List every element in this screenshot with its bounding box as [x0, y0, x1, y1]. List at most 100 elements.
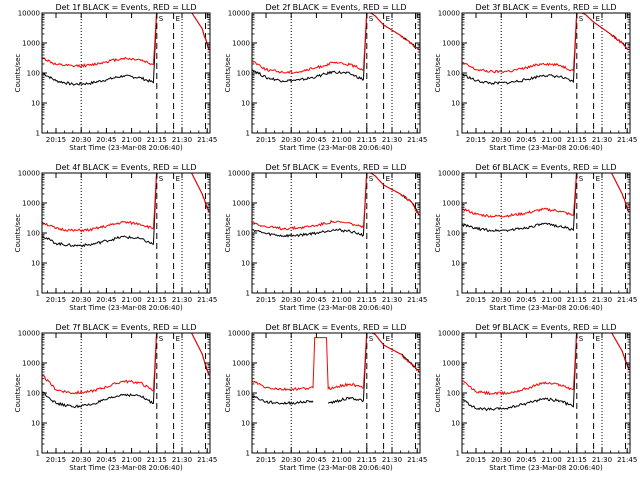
x-tick-label: 20:30: [71, 456, 91, 464]
lld-series-line: [252, 333, 420, 392]
x-tick-label: 21:45: [617, 456, 637, 464]
lld-series-line: [252, 173, 420, 231]
x-tick-label: 20:30: [491, 136, 511, 144]
x-tick-label: 21:00: [332, 296, 352, 304]
marker-label-e: E: [386, 175, 390, 183]
x-tick-label: 21:45: [407, 456, 427, 464]
y-tick-label: 1: [246, 450, 250, 458]
chart-title: Det 5f BLACK = Events, RED = LLD: [265, 163, 406, 172]
y-tick-label: 100: [237, 230, 250, 238]
plot-frame: [461, 12, 631, 134]
y-axis-label: Counts/sec: [224, 374, 232, 413]
events-series-line: [462, 13, 630, 86]
y-tick-label: 1: [246, 130, 250, 138]
plot-area: [462, 173, 630, 293]
events-series-line: [462, 173, 630, 233]
y-tick-label: 100: [447, 70, 460, 78]
y-tick-label: 100: [447, 230, 460, 238]
chart-title: Det 4f BLACK = Events, RED = LLD: [55, 163, 196, 172]
plot-area: [252, 333, 420, 453]
x-tick-label: 21:15: [567, 296, 587, 304]
x-tick-label: 21:15: [567, 456, 587, 464]
chart-panel: Det 9f BLACK = Events, RED = LLD S E 1 10 100…: [434, 323, 637, 472]
x-tick-label: 20:45: [516, 296, 536, 304]
y-tick-label: 1: [36, 130, 40, 138]
y-tick-label: 10000: [228, 170, 250, 178]
x-tick-label: 21:00: [122, 136, 142, 144]
x-tick-label: 20:30: [71, 136, 91, 144]
y-tick-label: 1000: [442, 40, 460, 48]
x-axis-label: Start Time (23-Mar-08 20:06:40): [489, 144, 603, 152]
x-tick-label: 21:30: [592, 456, 612, 464]
y-tick-label: 1: [456, 130, 460, 138]
plot-area: [462, 333, 630, 453]
x-tick-label: 21:45: [197, 456, 217, 464]
x-tick-label: 21:45: [617, 136, 637, 144]
chart-title: Det 9f BLACK = Events, RED = LLD: [475, 323, 616, 332]
y-axis-label: Counts/sec: [434, 54, 442, 93]
x-tick-label: 21:45: [197, 136, 217, 144]
x-tick-label: 21:30: [592, 296, 612, 304]
x-tick-label: 21:15: [147, 296, 167, 304]
y-axis-label: Counts/sec: [14, 54, 22, 93]
x-tick-label: 21:00: [122, 456, 142, 464]
lld-series-line: [462, 173, 630, 218]
x-tick-label: 21:45: [407, 296, 427, 304]
marker-label-e: E: [176, 175, 180, 183]
plot-frame: [41, 332, 211, 454]
marker-label-s: S: [369, 335, 374, 343]
y-tick-label: 1000: [22, 360, 40, 368]
y-tick-label: 10000: [18, 170, 40, 178]
x-tick-label: 20:30: [71, 296, 91, 304]
chart-title: Det 1f BLACK = Events, RED = LLD: [55, 3, 196, 12]
marker-label-s: S: [579, 175, 584, 183]
x-tick-label: 20:30: [281, 296, 301, 304]
chart-panel: Det 2f BLACK = Events, RED = LLD S E 1 10 100…: [224, 3, 427, 152]
chart-panel: Det 8f BLACK = Events, RED = LLD S E 1 10 100…: [224, 323, 427, 472]
y-tick-label: 100: [27, 390, 40, 398]
y-tick-label: 1000: [232, 360, 250, 368]
marker-label-e: E: [176, 15, 180, 23]
y-tick-label: 10: [451, 420, 460, 428]
y-tick-label: 10000: [228, 10, 250, 18]
chart-title: Det 8f BLACK = Events, RED = LLD: [265, 323, 406, 332]
y-tick-label: 10000: [18, 330, 40, 338]
y-tick-label: 1000: [232, 40, 250, 48]
plot-area: [42, 13, 210, 133]
x-tick-label: 21:15: [357, 456, 377, 464]
x-tick-label: 21:15: [147, 456, 167, 464]
marker-label-e: E: [596, 335, 600, 343]
x-tick-label: 21:30: [382, 296, 402, 304]
x-tick-label: 20:45: [306, 456, 326, 464]
x-tick-label: 21:15: [357, 296, 377, 304]
x-tick-label: 21:30: [172, 296, 192, 304]
y-tick-label: 1: [456, 290, 460, 298]
marker-label-s: S: [369, 15, 374, 23]
y-axis-label: Counts/sec: [224, 214, 232, 253]
y-tick-label: 1: [36, 450, 40, 458]
events-series-line: [42, 173, 210, 248]
y-tick-label: 10000: [228, 330, 250, 338]
x-tick-label: 20:15: [466, 296, 486, 304]
x-tick-label: 21:30: [382, 136, 402, 144]
lld-series-line: [462, 13, 630, 74]
y-axis-label: Counts/sec: [224, 54, 232, 93]
x-axis-label: Start Time (23-Mar-08 20:06:40): [279, 144, 393, 152]
x-tick-label: 21:45: [197, 296, 217, 304]
chart-title: Det 2f BLACK = Events, RED = LLD: [265, 3, 406, 12]
y-tick-label: 10: [31, 260, 40, 268]
x-tick-label: 20:30: [491, 296, 511, 304]
x-tick-label: 21:00: [332, 456, 352, 464]
events-series-line: [42, 13, 210, 86]
x-axis-label: Start Time (23-Mar-08 20:06:40): [279, 464, 393, 472]
chart-panel: Det 3f BLACK = Events, RED = LLD S E 1 10 100…: [434, 3, 637, 152]
y-tick-label: 10: [241, 100, 250, 108]
x-tick-label: 21:00: [122, 296, 142, 304]
lld-series-line: [42, 13, 210, 68]
chart-title: Det 3f BLACK = Events, RED = LLD: [475, 3, 616, 12]
x-tick-label: 20:45: [306, 136, 326, 144]
x-axis-label: Start Time (23-Mar-08 20:06:40): [69, 304, 183, 312]
x-tick-label: 20:30: [281, 456, 301, 464]
x-tick-label: 21:15: [357, 136, 377, 144]
x-axis-label: Start Time (23-Mar-08 20:06:40): [69, 464, 183, 472]
